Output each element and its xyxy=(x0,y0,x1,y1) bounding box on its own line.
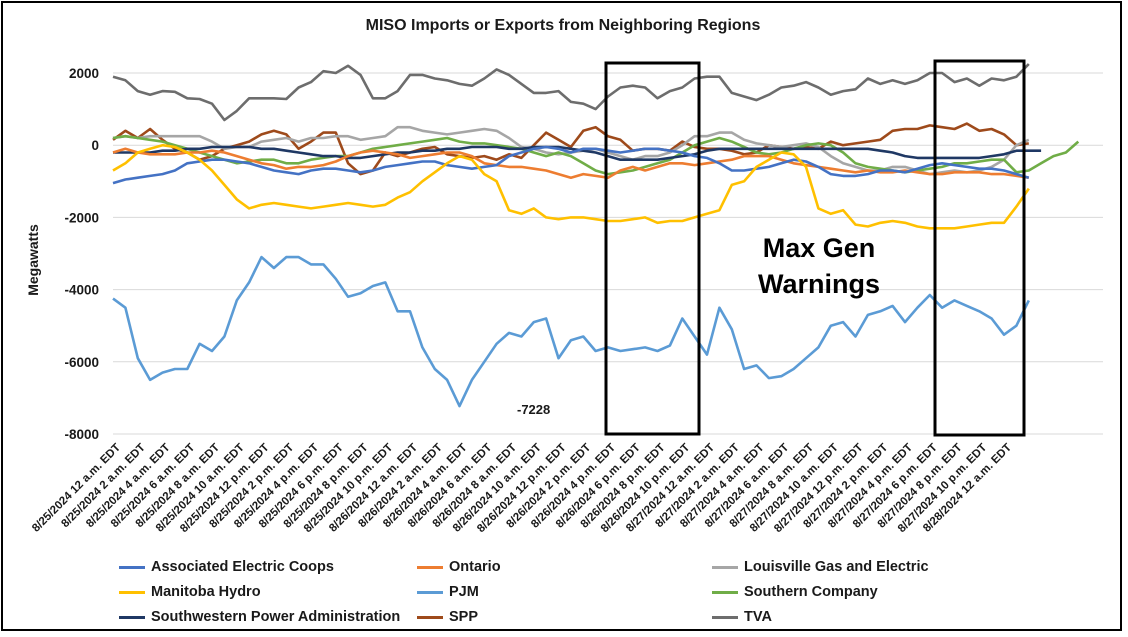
series-line-spp xyxy=(112,122,1029,176)
legend-item-manitoba-hydro: Manitoba Hydro xyxy=(119,581,261,603)
y-tick-label: 2000 xyxy=(69,66,99,81)
legend-label: SPP xyxy=(449,609,479,625)
chart-title: MISO Imports or Exports from Neighboring… xyxy=(366,17,761,34)
legend-item-tva: TVA xyxy=(712,606,772,628)
legend-swatch xyxy=(119,615,145,619)
y-tick-label: -4000 xyxy=(64,283,99,298)
legend-swatch xyxy=(119,590,145,594)
y-tick-label: -8000 xyxy=(64,427,99,442)
legend-item-southwestern-power-administration: Southwestern Power Administration xyxy=(119,606,400,628)
y-tick-label: -6000 xyxy=(64,355,99,370)
legend-swatch xyxy=(417,565,443,569)
y-axis-ticks: 2000 0 -2000 -4000 -6000 -8000 xyxy=(64,66,99,442)
max-gen-warnings-label: Max Gen xyxy=(763,233,876,263)
legend-swatch xyxy=(712,590,738,594)
series-line-southwestern-power-administration xyxy=(113,145,1042,161)
pjm-minimum-label: -7228 xyxy=(517,402,550,417)
legend-item-louisville-gas-and-electric: Louisville Gas and Electric xyxy=(712,556,929,578)
legend-label: Southern Company xyxy=(744,584,878,600)
legend-swatch xyxy=(712,615,738,619)
legend-label: Louisville Gas and Electric xyxy=(744,559,929,575)
max-gen-box-2 xyxy=(933,59,1026,437)
legend-label: Southwestern Power Administration xyxy=(151,609,401,625)
legend-item-spp: SPP xyxy=(417,606,478,628)
legend-item-southern-company: Southern Company xyxy=(712,581,878,603)
series-line-tva xyxy=(112,63,1030,122)
legend-label: PJM xyxy=(449,584,479,600)
legend-swatch xyxy=(417,615,443,619)
series-line-southern-company xyxy=(112,134,1080,176)
y-tick-label: -2000 xyxy=(64,210,99,225)
legend-item-pjm: PJM xyxy=(417,581,479,603)
y-axis-label: Megawatts xyxy=(25,224,41,296)
series-line-associated-electric-coops xyxy=(112,145,1030,185)
gridlines xyxy=(113,72,1103,435)
legend-item-ontario: Ontario xyxy=(417,556,501,578)
legend-label: Associated Electric Coops xyxy=(151,559,334,575)
max-gen-warnings-label-2: Warnings xyxy=(758,269,880,299)
series-line-manitoba-hydro xyxy=(112,143,1030,230)
legend-label: Manitoba Hydro xyxy=(151,584,261,600)
legend: Associated Electric Coops Ontario Louisv… xyxy=(3,556,1124,632)
legend-item-associated-electric-coops: Associated Electric Coops xyxy=(119,556,334,578)
series-line-louisville-gas-and-electric xyxy=(112,125,1030,176)
legend-label: Ontario xyxy=(449,559,501,575)
line-chart: MISO Imports or Exports from Neighboring… xyxy=(25,17,1103,535)
legend-label: TVA xyxy=(744,609,772,625)
series-line-pjm xyxy=(112,255,1030,408)
legend-swatch xyxy=(712,565,738,569)
legend-swatch xyxy=(417,590,443,594)
legend-swatch xyxy=(119,565,145,569)
series-lines xyxy=(112,63,1080,408)
max-gen-box-1 xyxy=(604,61,701,436)
y-tick-label: 0 xyxy=(91,138,99,153)
max-gen-warning-boxes xyxy=(604,59,1026,437)
